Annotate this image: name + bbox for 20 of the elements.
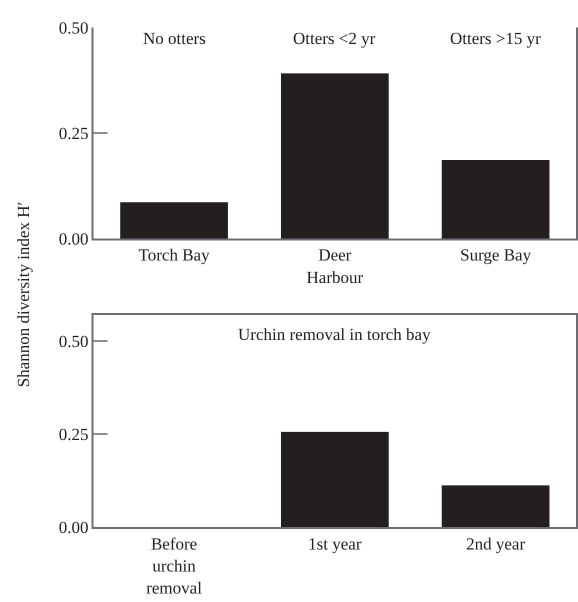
x-tick-label: Deer Harbour [306, 246, 364, 287]
x-tick-label: 2nd year [466, 534, 526, 554]
y-tick-label: 0.50 [58, 332, 89, 352]
y-tick-label: 0.25 [58, 425, 89, 444]
x-tick-label: Before urchin removal [146, 534, 202, 598]
y-tick-label: 0.50 [58, 18, 89, 38]
x-tick-label: 1st year [308, 534, 362, 554]
bar [280, 73, 389, 239]
y-tick-label: 0.00 [58, 229, 89, 248]
text: Urchin removal in torch bay [238, 325, 432, 344]
x-tick-label: Surge Bay [460, 246, 532, 265]
y-tick-label: 0.25 [58, 124, 89, 143]
annotation: Otters <2 yr [293, 29, 376, 48]
annotation: No otters [143, 29, 206, 48]
y-axis-title: Shannon diversity index H′ [14, 202, 33, 388]
annotation: Otters >15 yr [450, 29, 542, 48]
bar [120, 202, 228, 239]
x-tick-label: Torch Bay [138, 246, 210, 265]
y-tick-label: 0.00 [58, 518, 89, 538]
bar [442, 160, 550, 239]
